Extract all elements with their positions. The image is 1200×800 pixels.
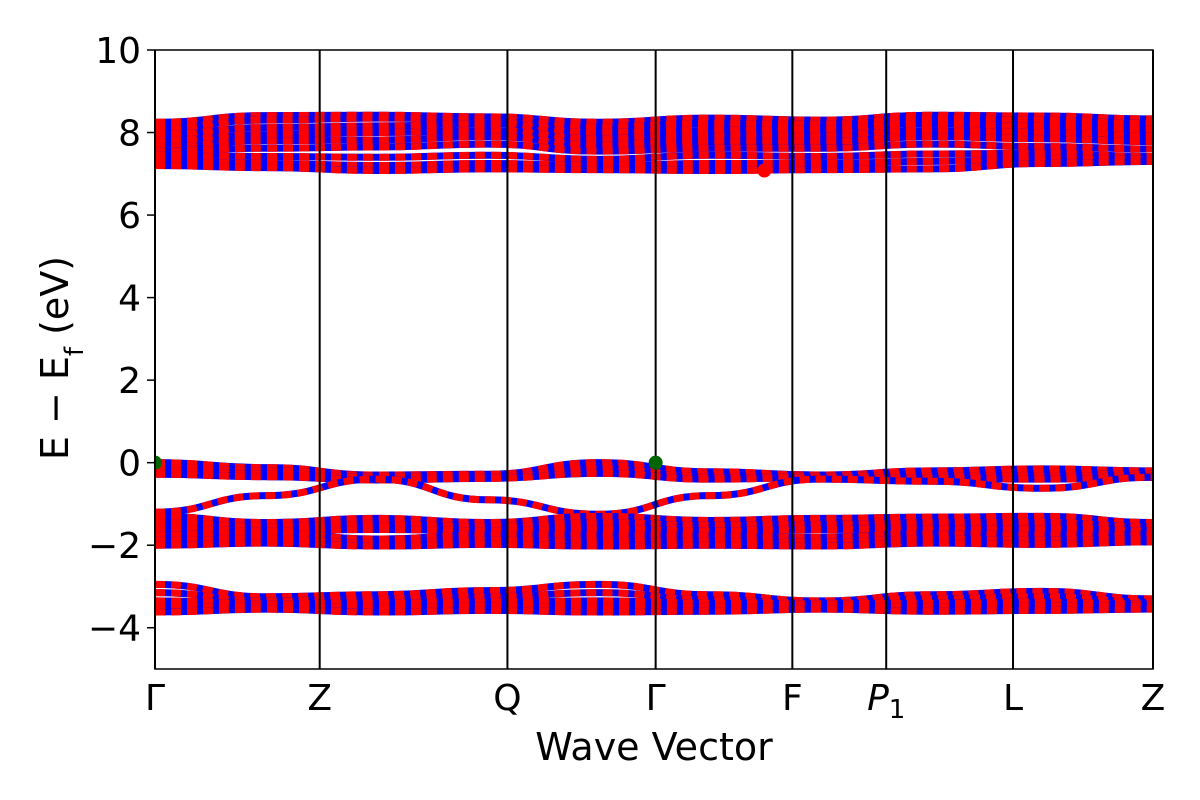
band-line-spin-up: [155, 114, 1153, 132]
x-axis-label: Wave Vector: [535, 725, 773, 769]
y-axis: −4 −2 0 2 4 6 8 10: [88, 31, 155, 650]
band-line-spin-up: [155, 119, 1153, 139]
x-tick-label: Γ: [646, 678, 666, 719]
x-tick-label-main: Γ: [646, 678, 666, 719]
y-tick-label: 2: [118, 361, 141, 402]
x-tick-label: Γ: [145, 678, 165, 719]
y-tick-label: 4: [118, 279, 141, 320]
y-axis-label-unit: (eV): [33, 256, 77, 347]
x-tick-label-main: Z: [1141, 678, 1166, 719]
y-tick-label: 10: [95, 31, 141, 72]
band-line-spin-up: [155, 605, 1153, 616]
y-tick-label: 8: [118, 114, 141, 155]
x-tick-label-main: Γ: [145, 678, 165, 719]
x-tick-label: Q: [493, 678, 521, 719]
band-line-spin-up: [155, 469, 1153, 484]
x-tick-label-main: F: [782, 678, 803, 719]
band-line-spin-up: [155, 519, 1153, 531]
band-line-spin-up: [155, 580, 1153, 605]
band-line-spin-up: [155, 149, 1153, 163]
band-line-spin-up: [155, 155, 1153, 170]
band-line-spin-up: [155, 512, 1153, 527]
band-line-spin-down: [155, 473, 1153, 518]
band-line-spin-up: [155, 529, 1153, 543]
x-tick-label: P1: [867, 678, 905, 725]
band-line-spin-up: [155, 133, 1153, 151]
band-line-spin-up: [155, 602, 1153, 611]
band-line-spin-up: [155, 126, 1153, 145]
x-tick-label-main: L: [1003, 678, 1023, 719]
x-tick-label: Z: [307, 678, 332, 719]
band-line-spin-up: [155, 473, 1153, 518]
band-line-spin-up: [155, 157, 1153, 174]
band-line-spin-up: [155, 535, 1153, 547]
x-tick-label-subscript: 1: [889, 695, 906, 725]
y-tick-label: 0: [118, 444, 141, 485]
x-tick-label-main: Q: [493, 678, 521, 719]
band-line-spin-up: [155, 140, 1153, 155]
vbm-marker: [648, 455, 663, 470]
band-line-spin-up: [155, 111, 1153, 126]
band-line-spin-up: [155, 589, 1153, 607]
x-tick-label: L: [1003, 678, 1023, 719]
x-tick-label-main: P: [867, 678, 889, 719]
band-lines: [155, 111, 1153, 616]
y-axis-label-subscript: f: [60, 346, 90, 356]
band-line-spin-up: [155, 525, 1153, 535]
x-axis: Γ Z Q Γ F P1 L Z: [145, 678, 1165, 725]
cbm-marker: [757, 163, 772, 178]
x-tick-label-main: Z: [307, 678, 332, 719]
y-tick-label: −2: [88, 526, 141, 567]
x-tick-label: Z: [1141, 678, 1166, 719]
y-tick-label: −4: [88, 609, 141, 650]
x-tick-label: F: [782, 678, 803, 719]
y-tick-label: 6: [118, 196, 141, 237]
vbm-marker: [155, 455, 162, 470]
plot-frame: [154, 49, 1154, 670]
y-axis-label: E − Ef (eV): [33, 256, 90, 460]
y-axis-label-main: E − E: [33, 356, 77, 460]
band-line-spin-up: [155, 538, 1153, 550]
band-edge-markers: [155, 163, 772, 470]
